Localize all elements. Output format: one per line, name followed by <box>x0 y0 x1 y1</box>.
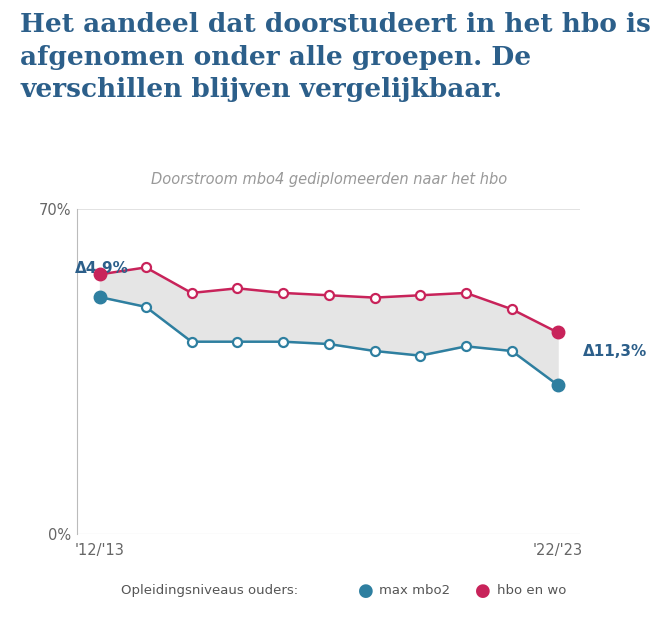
Text: Doorstroom mbo4 gediplomeerden naar het hbo: Doorstroom mbo4 gediplomeerden naar het … <box>151 172 507 187</box>
Text: ●: ● <box>358 582 374 599</box>
Text: max mbo2: max mbo2 <box>379 584 450 597</box>
Text: hbo en wo: hbo en wo <box>497 584 566 597</box>
Text: Het aandeel dat doorstudeert in het hbo is
afgenomen onder alle groepen. De
vers: Het aandeel dat doorstudeert in het hbo … <box>20 12 651 101</box>
Text: Δ11,3%: Δ11,3% <box>582 344 647 359</box>
Text: Δ4,9%: Δ4,9% <box>75 261 129 276</box>
Text: Opleidingsniveaus ouders:: Opleidingsniveaus ouders: <box>121 584 298 597</box>
Text: ●: ● <box>475 582 491 599</box>
